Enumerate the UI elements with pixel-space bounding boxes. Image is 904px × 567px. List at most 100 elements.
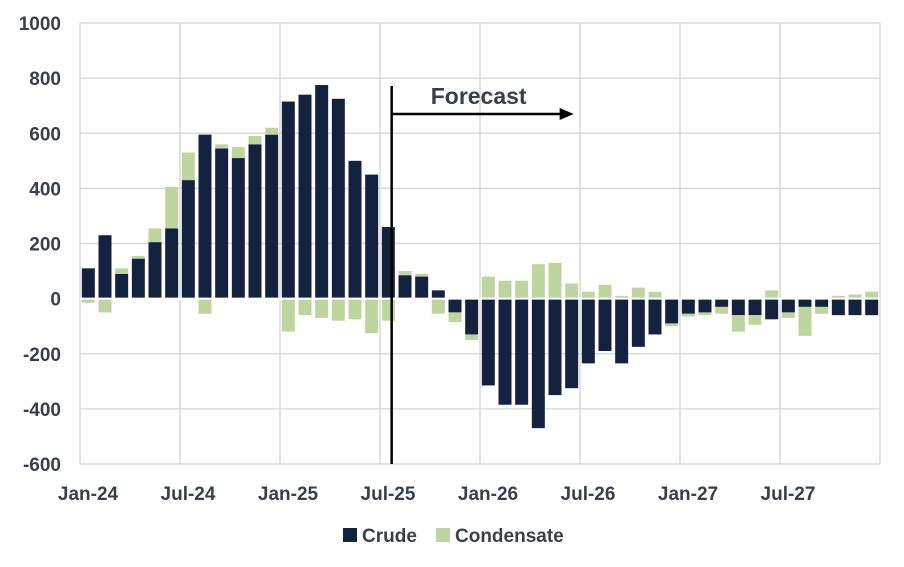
bar-crude-21: [431, 290, 445, 299]
bar-condensate-46: [848, 294, 862, 299]
bar-crude-32: [615, 298, 629, 364]
bar-crude-5: [165, 228, 179, 299]
legend-label-condensate: Condensate: [455, 526, 564, 547]
bar-crude-11: [265, 134, 279, 299]
x-tick-label: Jul-27: [761, 484, 816, 505]
x-tick-label: Jan-27: [658, 484, 718, 505]
bar-condensate-6: [181, 152, 195, 181]
bar-condensate-1: [98, 298, 112, 313]
bar-condensate-32: [615, 295, 629, 299]
bar-condensate-16: [348, 298, 362, 320]
legend-swatch-crude: [343, 528, 357, 542]
y-tick-label: 600: [29, 124, 61, 145]
bar-condensate-27: [531, 264, 545, 299]
grid-layer: [79, 22, 881, 465]
x-tick-label: Jan-24: [58, 484, 119, 505]
bar-crude-38: [715, 298, 729, 307]
bar-crude-7: [198, 134, 212, 299]
bar-crude-9: [231, 158, 245, 299]
axis-layer: -600 -400 -200 0 200 400 600 800 1000 Jan-24 Jul-2…: [19, 14, 880, 505]
bar-crude-40: [748, 298, 762, 316]
bar-condensate-5: [165, 187, 179, 229]
bar-condensate-44: [815, 306, 829, 314]
x-tick-label: Jul-24: [161, 484, 216, 505]
bar-condensate-36: [681, 313, 695, 317]
y-tick-label: 400: [29, 179, 61, 200]
y-tick-label: -600: [23, 455, 61, 476]
y-tick-label: -200: [23, 345, 61, 366]
bar-crude-31: [598, 298, 612, 351]
bar-crude-4: [148, 242, 162, 299]
bar-condensate-45: [831, 295, 845, 299]
bar-condensate-21: [431, 298, 445, 314]
bar-crude-3: [131, 258, 145, 299]
bar-crude-16: [348, 160, 362, 299]
bar-condensate-39: [731, 315, 745, 332]
bar-crude-14: [315, 85, 329, 299]
bar-crude-22: [448, 298, 462, 313]
bar-condensate-47: [865, 291, 879, 299]
bar-crude-20: [415, 276, 429, 299]
bar-crude-25: [498, 298, 512, 405]
bar-condensate-20: [415, 273, 429, 277]
bar-condensate-25: [498, 280, 512, 299]
bar-condensate-35: [665, 323, 679, 327]
bar-condensate-40: [748, 315, 762, 325]
y-tick-label: 0: [50, 290, 61, 311]
bar-condensate-9: [231, 147, 245, 159]
y-tick-label: -400: [23, 400, 61, 421]
y-tick-label: 800: [29, 69, 61, 90]
bar-condensate-11: [265, 127, 279, 135]
bar-condensate-24: [481, 276, 495, 299]
bar-crude-44: [815, 298, 829, 307]
legend: Crude Condensate: [343, 526, 564, 547]
bar-condensate-23: [465, 334, 479, 340]
bar-crude-12: [281, 101, 295, 299]
bar-crude-46: [848, 298, 862, 316]
x-tick-label: Jan-25: [258, 484, 319, 505]
bar-crude-17: [365, 174, 379, 299]
forecast-arrowhead: [559, 108, 574, 120]
bar-crude-28: [548, 298, 562, 396]
bar-crude-45: [831, 298, 845, 316]
bar-condensate-13: [298, 298, 312, 316]
bar-condensate-41: [765, 290, 779, 299]
bar-condensate-4: [148, 228, 162, 243]
bar-crude-41: [765, 298, 779, 320]
bar-condensate-17: [365, 298, 379, 334]
bar-crude-13: [298, 94, 312, 299]
forecast-label: Forecast: [431, 83, 527, 109]
bar-condensate-2: [115, 268, 129, 274]
bar-condensate-31: [598, 284, 612, 299]
legend-label-crude: Crude: [362, 526, 417, 547]
x-tick-label: Jul-26: [561, 484, 616, 505]
bar-condensate-26: [515, 280, 529, 299]
x-tick-label: Jul-25: [361, 484, 416, 505]
bar-condensate-8: [215, 144, 229, 149]
bar-condensate-3: [131, 255, 145, 259]
bar-condensate-0: [81, 298, 95, 303]
bar-crude-29: [565, 298, 579, 389]
bar-crude-27: [531, 298, 545, 429]
bar-condensate-15: [331, 298, 345, 321]
bar-crude-39: [731, 298, 745, 316]
bar-crude-10: [248, 144, 262, 299]
annotation-layer: Forecast: [390, 83, 574, 464]
bar-condensate-12: [281, 298, 295, 332]
bars-layer: [81, 85, 879, 429]
bar-crude-33: [631, 298, 645, 347]
bar-crude-8: [215, 148, 229, 299]
legend-swatch-condensate: [436, 528, 450, 542]
bar-condensate-7: [198, 298, 212, 314]
bar-crude-1: [98, 235, 112, 299]
bar-condensate-37: [698, 312, 712, 316]
bar-crude-34: [648, 298, 662, 335]
bar-crude-6: [181, 180, 195, 299]
bar-crude-24: [481, 298, 495, 386]
bar-condensate-14: [315, 298, 329, 318]
bar-crude-30: [581, 298, 595, 364]
bar-condensate-10: [248, 136, 262, 145]
bar-crude-43: [798, 298, 812, 307]
